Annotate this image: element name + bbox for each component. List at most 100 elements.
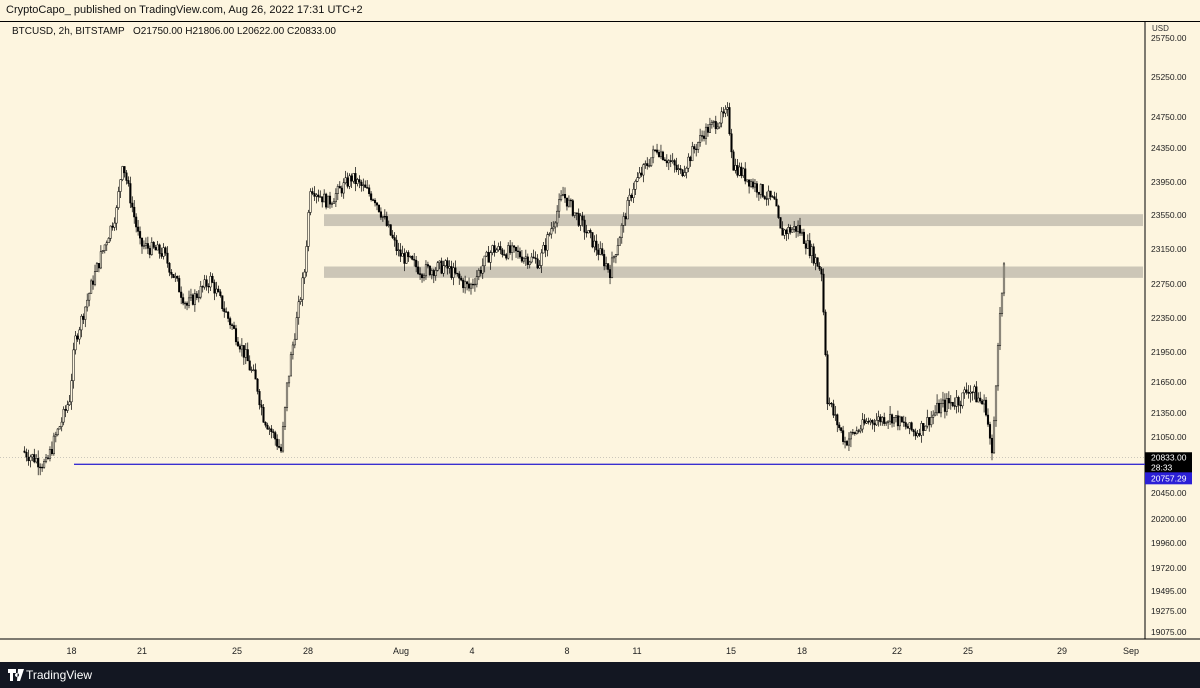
candle-body	[276, 438, 279, 447]
candle-body	[900, 416, 903, 423]
footer-brand[interactable]: TradingView	[26, 668, 93, 682]
time-axis: 18 21 25 28 Aug 4 8 11 15 18 22 25 29 Sep	[66, 646, 1139, 656]
candle-body	[548, 233, 551, 236]
candle-body	[389, 224, 392, 236]
price-tick-label: 20200.00	[1151, 514, 1187, 524]
chart-area[interactable]: BTCUSD, 2h, BITSTAMP O21750.00 H21806.00…	[0, 22, 1200, 662]
candle-body	[795, 226, 798, 232]
resistance-zone[interactable]	[324, 214, 1143, 227]
candle-body	[857, 430, 860, 432]
candle-body	[166, 252, 169, 264]
candle-body	[986, 414, 990, 425]
candle-body	[665, 160, 668, 164]
candle-body	[242, 345, 245, 358]
candle-body	[902, 421, 905, 423]
candle-body	[252, 369, 255, 371]
candle-body	[959, 404, 962, 407]
time-tick-label: 15	[726, 646, 736, 656]
candle-body	[875, 420, 878, 426]
candle-body	[338, 186, 341, 189]
candle-body	[930, 417, 933, 426]
candle-body	[146, 243, 149, 249]
candle-body	[571, 200, 574, 216]
candle-body	[704, 126, 708, 139]
candle-body	[135, 216, 138, 228]
candle-body	[479, 270, 482, 274]
candle-body	[231, 324, 234, 326]
candle-body	[180, 291, 183, 298]
symbol-label: BTCUSD, 2h, BITSTAMP	[12, 26, 125, 37]
candle-body	[193, 293, 196, 305]
time-tick-label: 11	[632, 646, 641, 656]
candle-body	[607, 263, 610, 270]
candlestick-chart[interactable]: BTCUSD, 2h, BITSTAMP O21750.00 H21806.00…	[0, 22, 1200, 662]
candle-body	[904, 422, 907, 427]
plot-area	[0, 22, 1145, 639]
candle-body	[319, 196, 322, 198]
candle-body	[638, 172, 641, 178]
candle-body	[563, 194, 567, 199]
candle-body	[223, 308, 226, 312]
candle-body	[546, 234, 549, 251]
candle-body	[90, 280, 93, 294]
candle-body	[342, 182, 345, 194]
candle-body	[961, 392, 964, 407]
candle-body	[873, 422, 876, 426]
candle-body	[377, 204, 381, 212]
candle-body	[536, 258, 539, 269]
candle-body	[798, 224, 802, 234]
candle-body	[133, 206, 136, 218]
candle-body	[227, 311, 230, 319]
candle-body	[847, 438, 851, 446]
candle-body	[616, 245, 619, 255]
candle-body	[618, 237, 621, 246]
candle-body	[957, 397, 960, 406]
candle-body	[184, 302, 187, 305]
candle-body	[50, 449, 53, 455]
candle-body	[375, 202, 379, 206]
candle-body	[289, 354, 292, 377]
candle-body	[39, 466, 42, 469]
candle-body	[160, 253, 163, 257]
candle-body	[203, 279, 206, 288]
candle-body	[520, 256, 523, 262]
candle-body	[379, 211, 382, 218]
time-tick-label: 29	[1057, 646, 1067, 656]
candle-body	[890, 414, 894, 424]
candle-body	[603, 254, 606, 267]
countdown-value: 28:33	[1151, 462, 1173, 472]
candle-body	[281, 426, 285, 452]
candle-body	[851, 432, 854, 434]
candle-body	[945, 398, 948, 412]
candle-body	[199, 286, 202, 298]
candle-body	[254, 369, 257, 380]
candle-body	[759, 184, 762, 195]
candle-body	[97, 263, 100, 269]
candle-body	[33, 454, 36, 463]
candle-body	[144, 243, 147, 246]
candle-body	[757, 192, 760, 195]
time-tick-label: 25	[232, 646, 242, 656]
candle-body	[981, 400, 984, 405]
candle-body	[916, 433, 919, 437]
publisher-bar: CryptoCapo_ published on TradingView.com…	[0, 0, 1200, 22]
candle-body	[673, 160, 676, 166]
price-tick-label: 24350.00	[1151, 143, 1187, 153]
resistance-zone[interactable]	[324, 266, 1143, 278]
candle-body	[802, 231, 805, 244]
candle-body	[487, 251, 490, 263]
candle-body	[622, 216, 625, 226]
candle-body	[528, 261, 531, 265]
candle-body	[630, 194, 633, 198]
price-tick-label: 23550.00	[1151, 210, 1187, 220]
candle-body	[949, 401, 952, 404]
candle-body	[489, 252, 492, 263]
candle-body	[373, 199, 377, 204]
candle-body	[567, 199, 570, 207]
candle-body	[48, 449, 52, 459]
candle-body	[554, 222, 557, 228]
candle-body	[896, 415, 899, 427]
candle-body	[937, 402, 941, 414]
candle-body	[86, 299, 89, 308]
candle-body	[446, 260, 449, 269]
